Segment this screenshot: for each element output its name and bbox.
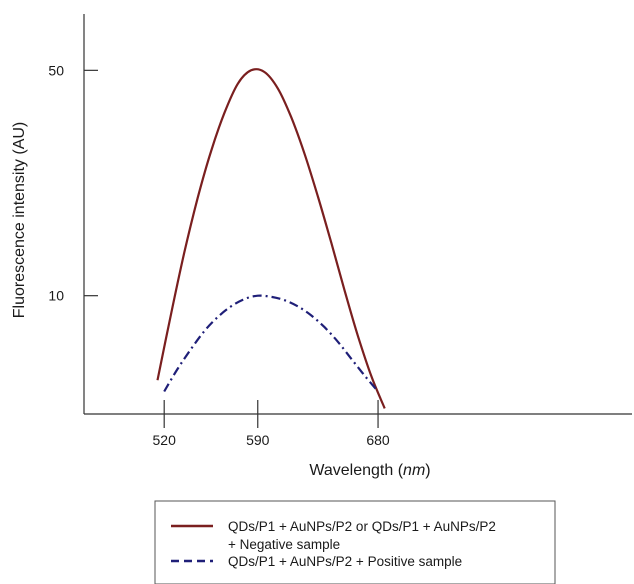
x-tick-label: 680 [366, 432, 390, 448]
series-line-negative [156, 68, 386, 409]
series-line-positive [163, 294, 379, 393]
legend-label: QDs/P1 + AuNPs/P2 or QDs/P1 + AuNPs/P2 [228, 519, 496, 534]
series-layer [156, 68, 386, 409]
x-axis-title-close: ) [425, 462, 430, 479]
y-tick-label: 10 [48, 288, 64, 304]
y-ticks: 10 50 [48, 62, 98, 304]
legend-label: QDs/P1 + AuNPs/P2 + Positive sample [228, 554, 462, 569]
legend: QDs/P1 + AuNPs/P2 or QDs/P1 + AuNPs/P2 + … [154, 500, 556, 584]
x-tick-label: 520 [153, 432, 177, 448]
x-axis-title: Wavelength (nm) [309, 462, 430, 479]
y-tick-label: 50 [48, 62, 64, 78]
axes: 10 50 520 590 680 [48, 14, 632, 448]
y-axis-title: Fluorescence intensity (AU) [11, 122, 28, 319]
x-ticks: 520 590 680 [153, 400, 390, 448]
legend-box [154, 500, 556, 584]
x-tick-label: 590 [246, 432, 270, 448]
x-axis-title-main: Wavelength ( [309, 462, 403, 479]
legend-label: + Negative sample [228, 537, 340, 552]
x-axis-title-unit: nm [403, 462, 425, 479]
